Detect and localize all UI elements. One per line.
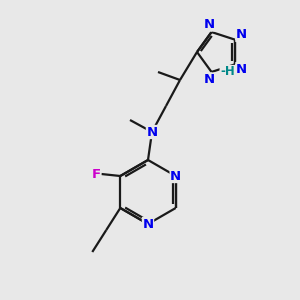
Text: N: N	[203, 18, 214, 31]
Text: N: N	[203, 73, 214, 86]
Text: N: N	[236, 62, 247, 76]
Text: F: F	[92, 167, 101, 181]
Text: N: N	[142, 218, 154, 230]
Text: N: N	[146, 125, 158, 139]
Text: N: N	[170, 169, 181, 182]
Text: N: N	[236, 28, 247, 41]
Text: -H: -H	[220, 65, 235, 79]
